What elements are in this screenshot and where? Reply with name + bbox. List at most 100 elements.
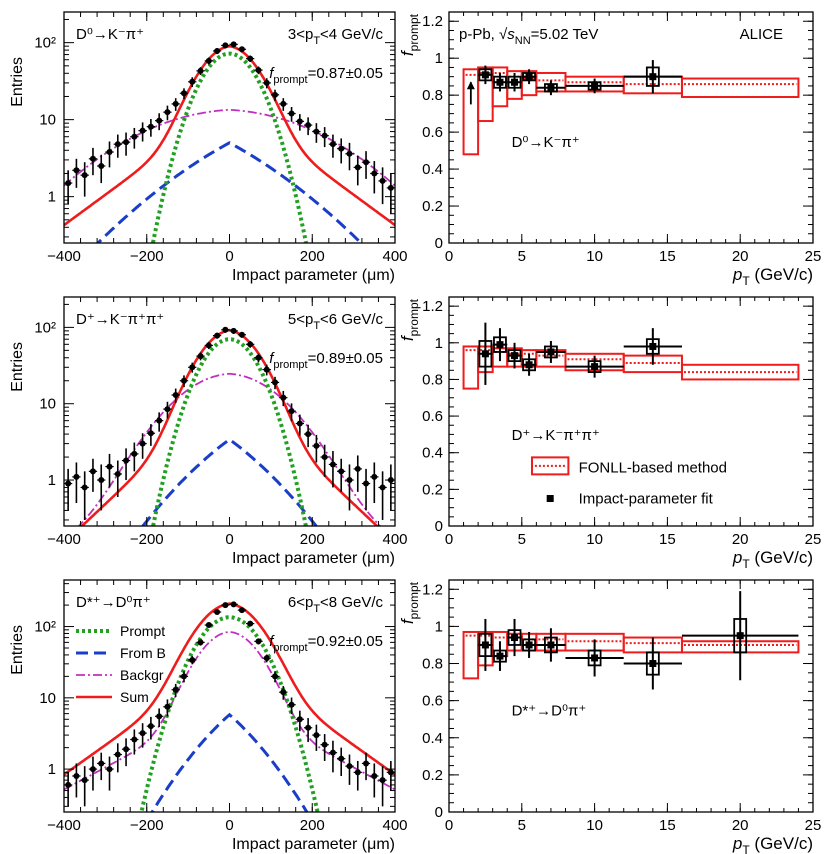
data-point: [89, 468, 96, 475]
data-point: [123, 746, 130, 753]
data-point: [313, 442, 320, 449]
data-point: [147, 723, 154, 730]
data-point: [296, 716, 303, 723]
ip-point: [591, 654, 599, 662]
data-points: [64, 326, 395, 520]
data-point: [89, 766, 96, 773]
ip-point-syst: [645, 66, 660, 87]
x-tick-label: 25: [805, 248, 822, 265]
data-point: [164, 406, 171, 413]
data-point: [106, 766, 113, 773]
x-axis-label: Impact parameter (μm): [232, 267, 395, 284]
data-point: [371, 772, 378, 779]
ip-point: [496, 341, 504, 349]
data-point: [189, 364, 196, 371]
x-axis-label: Impact parameter (μm): [232, 550, 395, 567]
curve-prompt: [150, 51, 309, 243]
legend-label-prompt: Prompt: [120, 623, 165, 639]
y-tick-label: 10: [39, 112, 56, 129]
data-point: [189, 78, 196, 85]
x-axis-label: pT (GeV/c): [732, 834, 813, 854]
x-tick-label: 0: [445, 817, 453, 834]
data-point: [272, 673, 279, 680]
data-point: [123, 457, 130, 464]
ip-point-syst: [587, 360, 602, 374]
ip-point-syst: [493, 336, 507, 353]
data-point: [156, 417, 163, 424]
y-axis-label-sub: prompt: [407, 13, 421, 51]
data-point: [338, 755, 345, 762]
data-point: [363, 159, 370, 166]
x-axis-label-unit: (GeV/c): [750, 265, 813, 284]
ip-point: [547, 348, 555, 356]
x-axis-label-unit: (GeV/c): [750, 548, 813, 567]
ip-point: [649, 73, 657, 81]
x-tick-label: 5: [518, 531, 526, 548]
y-tick-label: 0.8: [422, 87, 443, 104]
data-point: [164, 703, 171, 710]
impact-parameter-panel-3: −400 −200 0 200 400 1 10 10² Impact parameter (μ…: [9, 579, 408, 853]
x-tick-label: −400: [47, 531, 81, 548]
y-axis-label-sub: prompt: [407, 298, 421, 336]
data-point: [214, 332, 221, 339]
y-tick-label: 0: [435, 235, 443, 252]
legend-ip-marker: [546, 495, 554, 503]
plot-frame: [448, 296, 814, 527]
ip-point-syst: [478, 632, 493, 657]
ip-point: [547, 641, 555, 649]
experiment-label: ALICE: [740, 26, 783, 43]
data-point: [255, 67, 262, 74]
ip-point-syst: [478, 68, 493, 82]
pt-range-hi: <8 GeV/c: [320, 594, 383, 611]
curve-fromB: [95, 141, 364, 243]
x-tick-label: −400: [47, 248, 81, 265]
y-tick-label: 0: [435, 518, 443, 535]
y-axis-label-f: f: [398, 334, 417, 341]
data-point: [147, 123, 154, 130]
ip-point-syst: [733, 618, 748, 654]
sqrt-s: √s: [499, 26, 515, 43]
x-tick-label: 400: [382, 531, 407, 548]
fprompt-f: f: [269, 633, 275, 650]
x-tick-label: −200: [130, 817, 164, 834]
ip-point: [481, 71, 489, 79]
data-point: [338, 145, 345, 152]
data-point: [247, 341, 254, 348]
decay-channel-label: D⁰→K⁻π⁺: [512, 134, 580, 151]
pt-range-hi: <4 GeV/c: [320, 26, 383, 43]
x-tick-label: −200: [130, 531, 164, 548]
data-point: [313, 732, 320, 739]
x-axis-label: pT (GeV/c): [732, 265, 813, 288]
fonll-band: [462, 345, 480, 390]
collision-system: p-Pb,: [459, 26, 499, 43]
data-point: [73, 473, 80, 480]
data-point: [313, 128, 320, 135]
data-point: [197, 639, 204, 646]
fprompt-sub: prompt: [273, 74, 307, 86]
data-point: [139, 440, 146, 447]
curve-backgr: [77, 372, 382, 526]
ip-point: [496, 78, 504, 86]
y-axis-label: Entries: [9, 625, 26, 675]
data-point: [354, 164, 361, 171]
data-point: [98, 163, 105, 169]
y-tick-label: 0.6: [422, 693, 443, 710]
fprompt-panel-1: 0 5 10 15 20 25 0 0.2 0.4 0.6 0.8 1 1.2 pT (GeV/c) fpr…: [398, 11, 822, 288]
y-tick-label: 1: [435, 335, 443, 352]
ip-points: [478, 591, 799, 690]
pt-range-lo: 6<p: [288, 594, 313, 611]
data-point: [329, 749, 336, 756]
fprompt-value-label: fprompt=0.87±0.05: [269, 65, 383, 86]
x-axis-label-sub: T: [742, 843, 750, 854]
data-point: [180, 377, 187, 384]
data-point: [272, 91, 279, 98]
ip-point-syst: [478, 340, 493, 368]
ip-point: [481, 641, 489, 649]
decay-channel-label: D⁰→K⁻π⁺: [76, 26, 144, 43]
curve-fromB: [150, 712, 309, 812]
fprompt-f: f: [269, 350, 275, 367]
y-tick-label: 0: [435, 804, 443, 821]
x-tick-label: 5: [518, 817, 526, 834]
data-point: [222, 602, 229, 609]
